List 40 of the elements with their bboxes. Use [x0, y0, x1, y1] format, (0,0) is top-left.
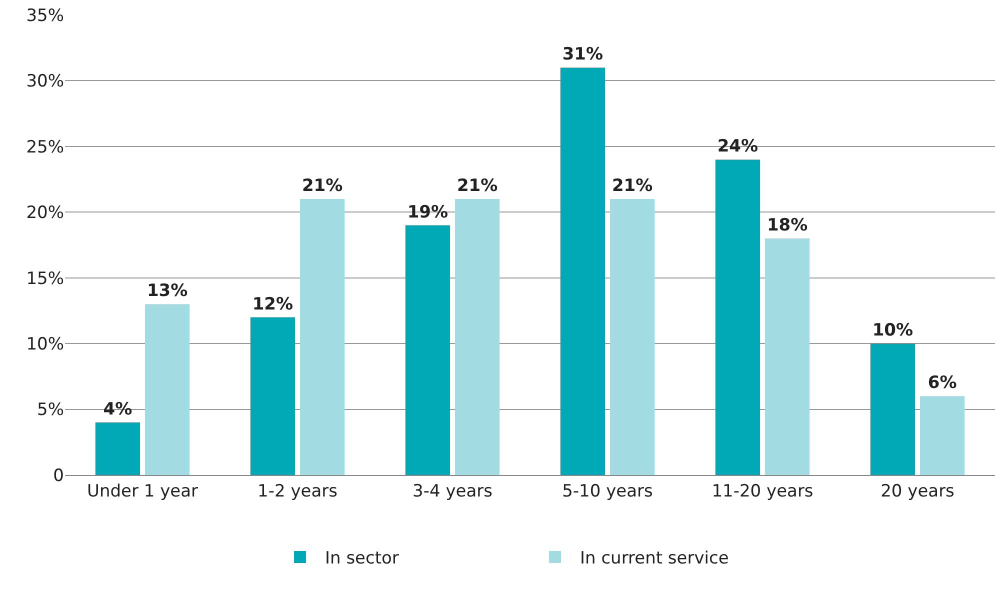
y-tick-label: 30% [26, 72, 64, 92]
y-tick-label: 25% [26, 137, 64, 158]
x-tick-label: 5-10 years [562, 481, 654, 502]
bar [560, 68, 606, 475]
bar [144, 304, 190, 475]
data-label: 21% [612, 176, 653, 196]
bar [250, 317, 296, 475]
data-label: 13% [146, 281, 188, 302]
bar [920, 396, 965, 475]
bar [300, 199, 345, 475]
x-tick-label: 11-20 years [712, 481, 814, 502]
y-tick-label: 10% [26, 334, 64, 355]
y-tick-label: 0 [53, 466, 64, 486]
y-tick-label: 35% [26, 6, 64, 26]
x-tick-label: 1-2 years [258, 481, 338, 502]
data-label: 6% [928, 373, 957, 394]
bar [715, 160, 760, 475]
legend-label: In current service [580, 548, 729, 569]
x-tick-label: Under 1 year [86, 481, 198, 502]
data-label: 21% [456, 176, 498, 196]
y-tick-label: 5% [37, 400, 64, 420]
data-label: 21% [302, 176, 343, 196]
bar [870, 344, 916, 475]
bar [764, 238, 810, 475]
bar [454, 199, 500, 475]
x-tick-label: 20 years [880, 481, 955, 502]
x-tick-label: 3-4 years [412, 481, 493, 502]
bar [610, 199, 655, 475]
data-label: 19% [407, 202, 448, 222]
data-label: 18% [766, 215, 808, 236]
bar [95, 422, 140, 475]
data-label: 31% [562, 44, 604, 65]
data-label: 10% [872, 320, 914, 341]
y-tick-label: 20% [26, 203, 64, 224]
data-label: 12% [252, 294, 294, 314]
y-tick-label: 15% [26, 268, 64, 289]
bar [405, 225, 450, 475]
legend-label: In sector [325, 548, 399, 569]
data-label: 24% [717, 136, 758, 157]
data-label: 4% [103, 399, 132, 420]
